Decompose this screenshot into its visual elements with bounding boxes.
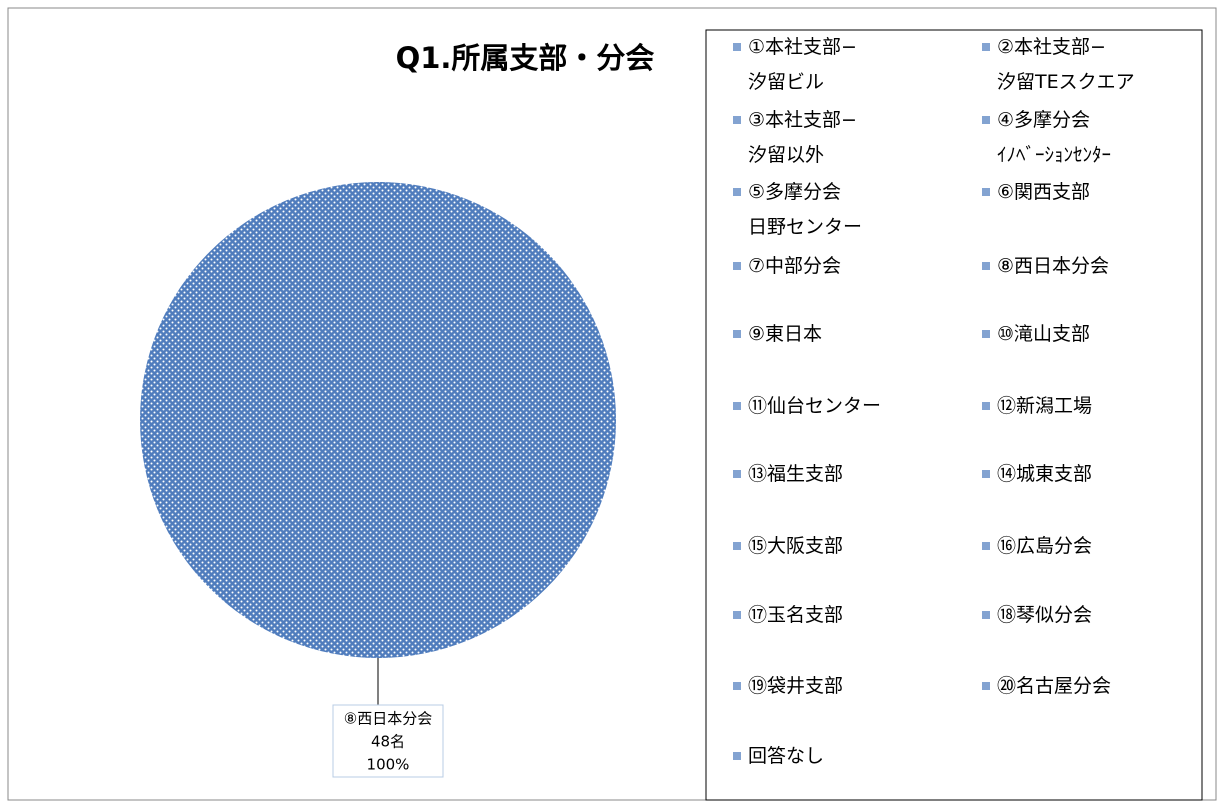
legend-icon bbox=[733, 330, 741, 338]
legend-icon bbox=[733, 402, 741, 410]
legend-label: ⑬福生支部 bbox=[748, 463, 844, 485]
legend-label: ⑫新潟工場 bbox=[997, 395, 1093, 417]
data-label: ⑧西日本分会 bbox=[344, 710, 432, 728]
legend-icon bbox=[982, 330, 990, 338]
data-label: 100% bbox=[367, 756, 410, 774]
legend-label: ②本社支部− 汐留TEスクエア bbox=[997, 36, 1135, 93]
legend-label: ①本社支部− 汐留ビル bbox=[748, 36, 857, 93]
chart-title: Q1.所属支部・分会 bbox=[396, 41, 655, 75]
legend-label: ⑩滝山支部 bbox=[997, 323, 1091, 345]
legend-label: ⑯広島分会 bbox=[997, 535, 1093, 557]
legend-icon bbox=[733, 43, 741, 51]
legend-icon bbox=[733, 262, 741, 270]
legend-icon bbox=[982, 43, 990, 51]
legend-label: ⑳名古屋分会 bbox=[997, 675, 1112, 697]
legend-icon bbox=[733, 116, 741, 124]
legend-icon bbox=[982, 188, 990, 196]
legend-icon bbox=[733, 470, 741, 478]
data-label: 48名 bbox=[371, 733, 405, 751]
legend-icon bbox=[982, 402, 990, 410]
legend-icon bbox=[733, 611, 741, 619]
legend-label: ⑮大阪支部 bbox=[748, 535, 844, 557]
legend-icon bbox=[733, 542, 741, 550]
legend-icon bbox=[982, 116, 990, 124]
legend-icon bbox=[733, 188, 741, 196]
legend-label: ⑤多摩分会 日野センター bbox=[748, 181, 863, 238]
legend-icon bbox=[733, 752, 741, 760]
legend-label: ⑥関西支部 bbox=[997, 181, 1091, 203]
legend-label: ⑭城東支部 bbox=[997, 463, 1093, 485]
legend-label: ⑪仙台センター bbox=[748, 395, 882, 417]
legend-label: ⑱琴似分会 bbox=[997, 604, 1093, 626]
legend-label: ⑨東日本 bbox=[748, 323, 823, 345]
legend-icon bbox=[982, 542, 990, 550]
legend-box bbox=[705, 29, 1203, 801]
legend-icon bbox=[982, 470, 990, 478]
legend-label: ③本社支部− 汐留以外 bbox=[748, 109, 857, 166]
legend-icon bbox=[982, 611, 990, 619]
legend-icon bbox=[733, 682, 741, 690]
legend-label: ⑰玉名支部 bbox=[748, 604, 844, 626]
legend-label: ⑲袋井支部 bbox=[748, 675, 844, 697]
legend-icon bbox=[982, 262, 990, 270]
pie-slice bbox=[140, 182, 616, 658]
legend-label: ⑧西日本分会 bbox=[997, 255, 1110, 277]
legend-icon bbox=[982, 682, 990, 690]
data-label-box bbox=[332, 704, 444, 778]
legend-label: ⑦中部分会 bbox=[748, 255, 842, 277]
legend-label: ④多摩分会 ｲﾉﾍﾞｰｼｮﾝｾﾝﾀｰ bbox=[997, 109, 1112, 166]
legend-label: 回答なし bbox=[748, 745, 825, 767]
